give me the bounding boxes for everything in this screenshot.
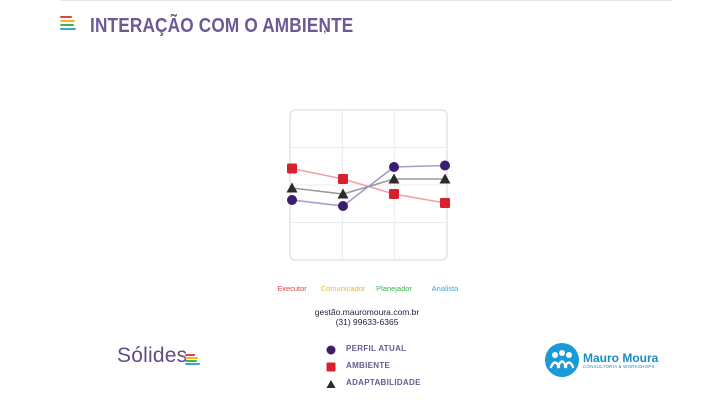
contact-info: gestão.mauromoura.com.br (31) 99633-6365 xyxy=(300,307,434,327)
point-ambiente-1 xyxy=(338,174,348,184)
series-line-2 xyxy=(291,178,445,195)
point-ambiente-2 xyxy=(389,189,399,199)
mauro-moura-tagline: CONSULTORIA & WORKSHOPS xyxy=(583,364,655,369)
legend-label: PERFIL ATUAL xyxy=(346,344,407,353)
legend-label: ADAPTABILIDADE xyxy=(346,378,421,387)
point-adaptabilidade-0 xyxy=(286,182,298,193)
point-perfil-2 xyxy=(389,162,399,172)
chart-grid xyxy=(289,109,448,261)
point-perfil-0 xyxy=(287,195,297,205)
mauro-moura-name: Mauro Moura xyxy=(583,351,659,365)
solides-logo: Sólides xyxy=(117,344,188,367)
contact-site: gestão.mauromoura.com.br xyxy=(314,307,420,317)
legend-label: AMBIENTE xyxy=(346,361,391,370)
mauro-moura-logo-icon xyxy=(545,343,579,377)
category-label-3: Analista xyxy=(432,284,460,293)
category-label-1: Comunicador xyxy=(321,284,366,293)
title-mark: , xyxy=(323,20,327,35)
chart-lines xyxy=(291,164,446,207)
point-adaptabilidade-2 xyxy=(388,173,400,184)
point-adaptabilidade-1 xyxy=(337,188,349,199)
triangle-marker-icon xyxy=(326,380,336,388)
chart-category-labels: Executor Comunicador Planejador Analista xyxy=(277,284,459,293)
title-bars-icon xyxy=(60,16,76,30)
line-chart: Executor Comunicador Planejador Analista xyxy=(277,109,459,293)
chart-markers xyxy=(286,160,451,211)
solides-bars-icon xyxy=(185,354,201,366)
point-ambiente-0 xyxy=(287,163,297,174)
point-perfil-1 xyxy=(338,201,348,211)
page-title: INTERAÇÃO COM O AMBIENTE xyxy=(90,15,354,37)
point-adaptabilidade-3 xyxy=(439,173,451,184)
people-icon xyxy=(549,350,575,369)
category-label-0: Executor xyxy=(277,284,307,293)
top-divider xyxy=(60,0,672,1)
point-ambiente-3 xyxy=(440,198,450,208)
contact-phone: (31) 99633-6365 xyxy=(335,317,399,327)
square-marker-icon xyxy=(326,362,336,372)
point-perfil-3 xyxy=(440,160,450,171)
category-label-2: Planejador xyxy=(376,284,412,293)
circle-marker-icon xyxy=(326,345,336,355)
